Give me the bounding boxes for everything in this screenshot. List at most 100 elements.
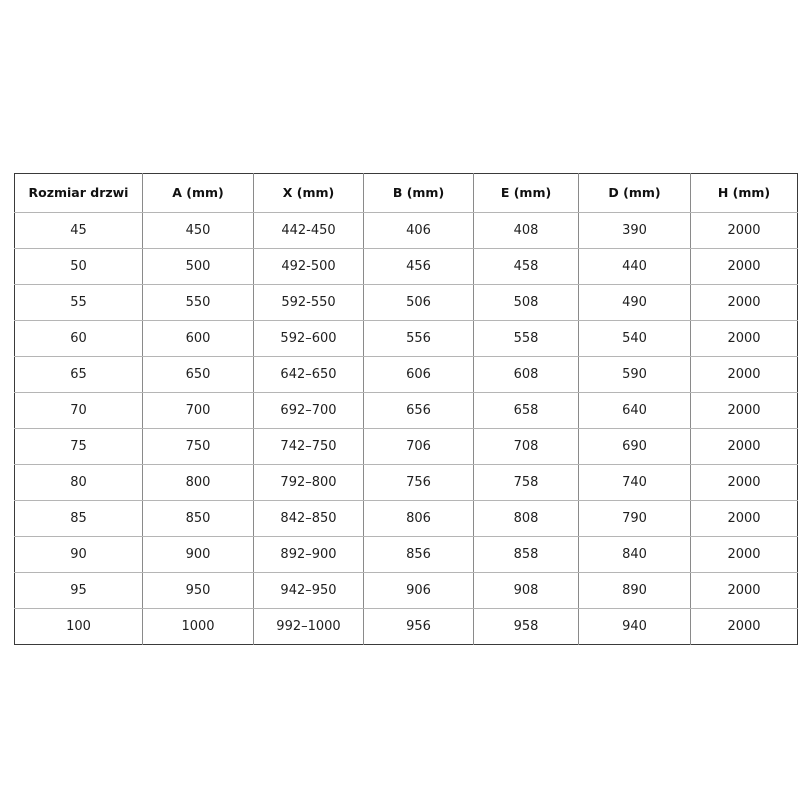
cell-value: 2000 [690, 392, 798, 429]
table-row: 75 750 742–750 706 708 690 2000 [14, 428, 798, 465]
cell-value: 708 [473, 428, 579, 465]
cell-value: 2000 [690, 320, 798, 357]
cell-value: 650 [142, 356, 254, 393]
cell-value: 790 [578, 500, 691, 537]
dimensions-table: Rozmiar drzwi A (mm) X (mm) B (mm) E (mm) D (… [14, 173, 798, 645]
cell-value: 656 [363, 392, 474, 429]
cell-value: 690 [578, 428, 691, 465]
cell-door-size: 85 [14, 500, 143, 537]
cell-value: 808 [473, 500, 579, 537]
table-row: 85 850 842–850 806 808 790 2000 [14, 500, 798, 537]
table-body: 45 450 442-450 406 408 390 2000 50 500 492-500 456… [14, 212, 798, 645]
cell-value: 540 [578, 320, 691, 357]
cell-door-size: 55 [14, 284, 143, 321]
cell-value: 850 [142, 500, 254, 537]
cell-door-size: 45 [14, 212, 143, 249]
cell-value: 840 [578, 536, 691, 573]
cell-value: 892–900 [253, 536, 364, 573]
cell-value: 842–850 [253, 500, 364, 537]
cell-value: 592–600 [253, 320, 364, 357]
cell-value: 942–950 [253, 572, 364, 609]
table-row: 45 450 442-450 406 408 390 2000 [14, 212, 798, 249]
cell-value: 2000 [690, 428, 798, 465]
cell-value: 390 [578, 212, 691, 249]
table-row: 100 1000 992–1000 956 958 940 2000 [14, 608, 798, 645]
cell-value: 600 [142, 320, 254, 357]
cell-value: 642–650 [253, 356, 364, 393]
cell-value: 550 [142, 284, 254, 321]
cell-value: 406 [363, 212, 474, 249]
cell-value: 442-450 [253, 212, 364, 249]
cell-value: 792–800 [253, 464, 364, 501]
cell-value: 658 [473, 392, 579, 429]
cell-value: 2000 [690, 608, 798, 645]
cell-value: 1000 [142, 608, 254, 645]
cell-value: 958 [473, 608, 579, 645]
column-header-2: X (mm) [253, 173, 364, 213]
cell-value: 456 [363, 248, 474, 285]
cell-value: 858 [473, 536, 579, 573]
cell-value: 992–1000 [253, 608, 364, 645]
cell-value: 2000 [690, 356, 798, 393]
cell-value: 692–700 [253, 392, 364, 429]
column-header-1: A (mm) [142, 173, 254, 213]
cell-value: 556 [363, 320, 474, 357]
table-row: 65 650 642–650 606 608 590 2000 [14, 356, 798, 393]
cell-value: 2000 [690, 464, 798, 501]
table-row: 95 950 942–950 906 908 890 2000 [14, 572, 798, 609]
cell-door-size: 80 [14, 464, 143, 501]
column-header-4: E (mm) [473, 173, 579, 213]
cell-value: 608 [473, 356, 579, 393]
table-row: 70 700 692–700 656 658 640 2000 [14, 392, 798, 429]
cell-value: 508 [473, 284, 579, 321]
cell-value: 408 [473, 212, 579, 249]
cell-door-size: 75 [14, 428, 143, 465]
cell-value: 706 [363, 428, 474, 465]
table-row: 60 600 592–600 556 558 540 2000 [14, 320, 798, 357]
cell-value: 2000 [690, 536, 798, 573]
cell-door-size: 90 [14, 536, 143, 573]
cell-value: 2000 [690, 572, 798, 609]
cell-value: 956 [363, 608, 474, 645]
cell-value: 890 [578, 572, 691, 609]
cell-value: 590 [578, 356, 691, 393]
cell-value: 940 [578, 608, 691, 645]
cell-value: 592-550 [253, 284, 364, 321]
cell-door-size: 60 [14, 320, 143, 357]
cell-value: 700 [142, 392, 254, 429]
cell-value: 900 [142, 536, 254, 573]
cell-value: 490 [578, 284, 691, 321]
cell-door-size: 95 [14, 572, 143, 609]
column-header-0: Rozmiar drzwi [14, 173, 143, 213]
cell-value: 908 [473, 572, 579, 609]
column-header-3: B (mm) [363, 173, 474, 213]
cell-value: 492-500 [253, 248, 364, 285]
cell-value: 2000 [690, 248, 798, 285]
cell-value: 640 [578, 392, 691, 429]
dimensions-table-container: Rozmiar drzwi A (mm) X (mm) B (mm) E (mm) D (… [14, 173, 798, 645]
table-row: 55 550 592-550 506 508 490 2000 [14, 284, 798, 321]
cell-value: 2000 [690, 500, 798, 537]
cell-value: 440 [578, 248, 691, 285]
cell-value: 742–750 [253, 428, 364, 465]
cell-value: 750 [142, 428, 254, 465]
table-header: Rozmiar drzwi A (mm) X (mm) B (mm) E (mm) D (… [14, 173, 798, 213]
cell-value: 506 [363, 284, 474, 321]
table-header-row: Rozmiar drzwi A (mm) X (mm) B (mm) E (mm) D (… [14, 173, 798, 213]
cell-value: 606 [363, 356, 474, 393]
cell-value: 758 [473, 464, 579, 501]
table-row: 80 800 792–800 756 758 740 2000 [14, 464, 798, 501]
table-row: 90 900 892–900 856 858 840 2000 [14, 536, 798, 573]
cell-door-size: 100 [14, 608, 143, 645]
cell-value: 740 [578, 464, 691, 501]
cell-value: 500 [142, 248, 254, 285]
cell-value: 458 [473, 248, 579, 285]
cell-value: 950 [142, 572, 254, 609]
cell-door-size: 50 [14, 248, 143, 285]
cell-door-size: 70 [14, 392, 143, 429]
cell-value: 800 [142, 464, 254, 501]
cell-value: 806 [363, 500, 474, 537]
cell-value: 906 [363, 572, 474, 609]
cell-value: 2000 [690, 284, 798, 321]
